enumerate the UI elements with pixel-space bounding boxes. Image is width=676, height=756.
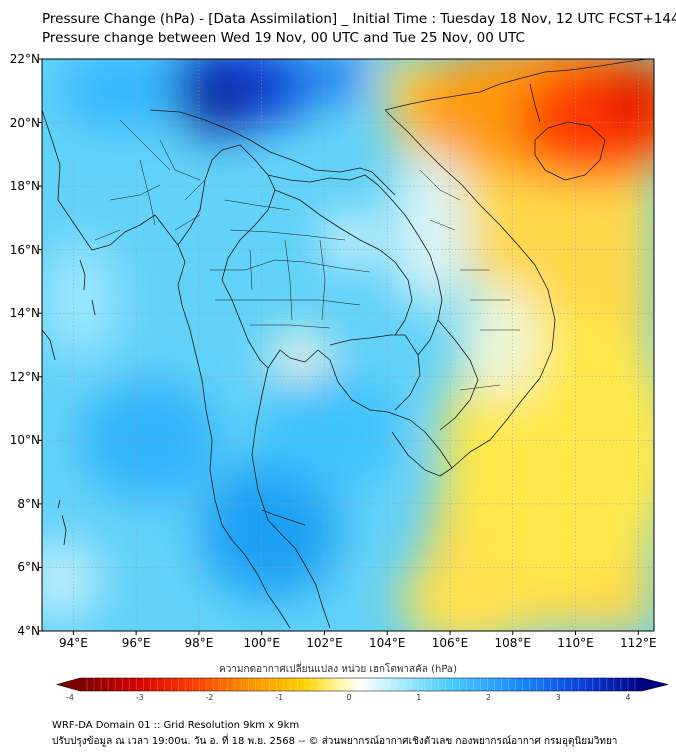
lat-tick-label: 14°N: [9, 306, 40, 321]
lon-tick-label: 98°E: [184, 636, 214, 650]
lat-tick-label: 10°N: [9, 433, 40, 448]
colorbar-tick-label: 2: [486, 693, 491, 702]
malaysia-border: [261, 509, 306, 526]
lat-tick-label: 12°N: [9, 369, 40, 384]
colorbar-tick-label: -2: [205, 693, 214, 702]
china-border: [149, 109, 396, 196]
laos-border: [267, 174, 443, 356]
colorbar-tick-label: 1: [416, 693, 422, 702]
colorbar-tick-label: -4: [66, 693, 74, 702]
lon-tick-label: 96°E: [121, 636, 151, 650]
leizhou-peninsula: [529, 83, 541, 123]
myanmar-states: [94, 119, 171, 241]
province-lines: [159, 139, 371, 329]
colorbar-tick-label: 3: [555, 693, 561, 702]
coastlines-and-borders: [42, 59, 650, 629]
thai-myanmar-border: [177, 144, 276, 369]
footer-credit: ปรับปรุงข้อมูล ณ เวลา 19:00น. วัน อ. ที่…: [52, 736, 618, 747]
colorbar-low-extend: [57, 678, 80, 691]
lat-tick-label: 6°N: [17, 560, 40, 575]
graticule: [42, 59, 654, 631]
colorbar-tick-label: 0: [346, 693, 352, 702]
thai-laos-border: [274, 189, 413, 336]
lon-tick-label: 110°E: [557, 636, 594, 650]
map-frame: [41, 58, 655, 632]
colorbar-tick-label: -1: [275, 693, 283, 702]
lon-tick-label: 106°E: [431, 636, 469, 650]
lat-tick-label: 22°N: [9, 52, 40, 66]
peninsula-west-coast: [221, 524, 291, 629]
lon-tick-label: 112°E: [620, 636, 657, 650]
south-china-coastline: [384, 59, 650, 111]
colorbar-title: ความกดอากาศเปลี่ยนแปลง หน่วย เฮกโตพาสคัล…: [219, 664, 457, 675]
lon-tick-label: 94°E: [58, 636, 88, 650]
vietnam-provinces: [419, 169, 520, 391]
hainan-island: [534, 121, 606, 181]
lon-tick-label: 102°E: [306, 636, 343, 650]
pressure-change-field: [42, 59, 654, 631]
vietnam-coastline: [384, 109, 556, 469]
nicobar-islands: [57, 499, 67, 546]
chart-subtitle: Pressure change between Wed 19 Nov, 00 U…: [42, 30, 525, 46]
colorbar-high-extend: [642, 678, 668, 691]
lat-tick-label: 20°N: [9, 115, 40, 130]
lat-tick-label: 8°N: [17, 496, 40, 511]
peninsula-east-coast: [251, 349, 331, 629]
colorbar: [55, 677, 669, 692]
lon-tick-label: 100°E: [243, 636, 280, 650]
lon-tick-label: 108°E: [494, 636, 532, 650]
lat-tick-label: 18°N: [9, 179, 40, 194]
chart-title: Pressure Change (hPa) - [Data Assimilati…: [42, 11, 676, 27]
east-coast-sumatra: [42, 329, 56, 361]
lon-tick-label: 104°E: [368, 636, 406, 650]
thai-cambodia-border: [329, 334, 421, 411]
cambodia-vietnam-border: [437, 319, 479, 431]
footer-model-info: WRF-DA Domain 01 :: Grid Resolution 9km …: [52, 720, 300, 731]
colorbar-tick-label: 4: [625, 693, 631, 702]
colorbar-tick-label: -3: [136, 693, 144, 702]
axis-ticks: [38, 58, 639, 635]
andaman-islands: [79, 259, 96, 316]
gulf-of-thailand-coast: [279, 349, 453, 477]
lat-tick-label: 4°N: [17, 624, 40, 638]
lat-tick-label: 16°N: [9, 242, 40, 257]
